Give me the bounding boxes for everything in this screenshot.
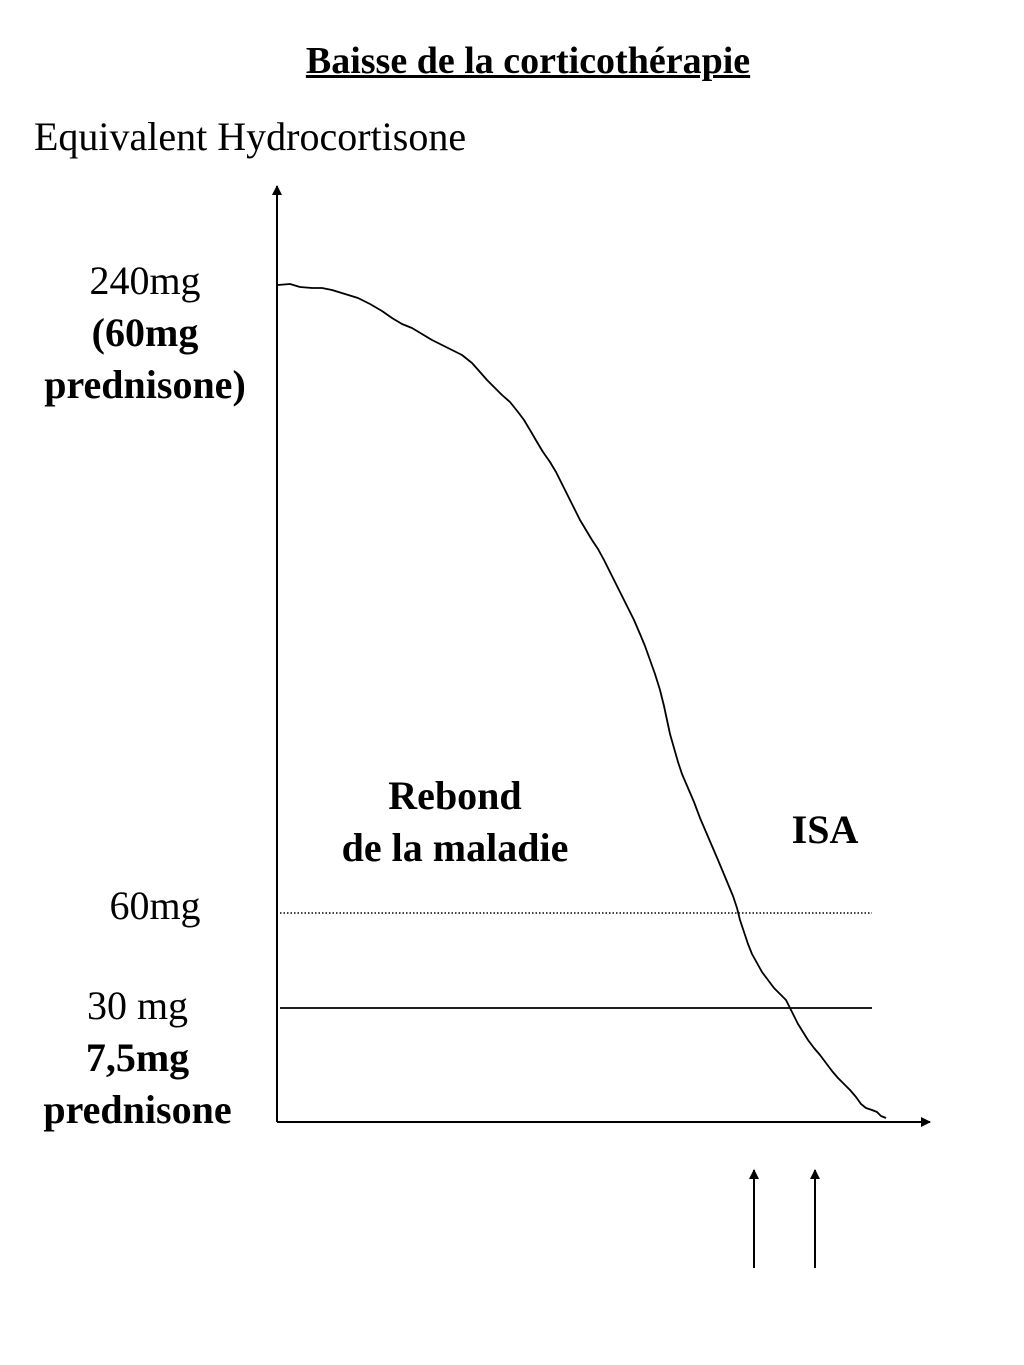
region-isa-label: ISA — [791, 807, 859, 852]
y-label-prednisone-word: prednisone) — [44, 362, 246, 407]
y-label-prednisone-60mg: (60mg — [91, 310, 199, 355]
y-label-60mg: 60mg — [90, 880, 220, 932]
y-axis-title: Equivalent Hydrocortisone — [34, 114, 467, 159]
y-label-30mg-value: 30 mg — [86, 983, 189, 1028]
y-label-240mg-value: 240mg — [89, 258, 201, 303]
y-label-60mg-value: 60mg — [109, 883, 201, 928]
region-rebond-label: Rebond de la maladie — [320, 770, 590, 874]
y-label-240mg: 240mg (60mg prednisone) — [30, 255, 260, 411]
region-rebond-line2: de la maladie — [341, 825, 569, 870]
region-rebond-line1: Rebond — [388, 773, 522, 818]
y-label-prednisone-word-low: prednisone — [43, 1087, 232, 1132]
diagram-title: Baisse de la corticothérapie — [305, 40, 751, 82]
taper-curve — [277, 283, 887, 1119]
y-label-30mg: 30 mg 7,5mg prednisone — [20, 980, 255, 1136]
y-label-prednisone-7-5mg: 7,5mg — [85, 1035, 190, 1080]
